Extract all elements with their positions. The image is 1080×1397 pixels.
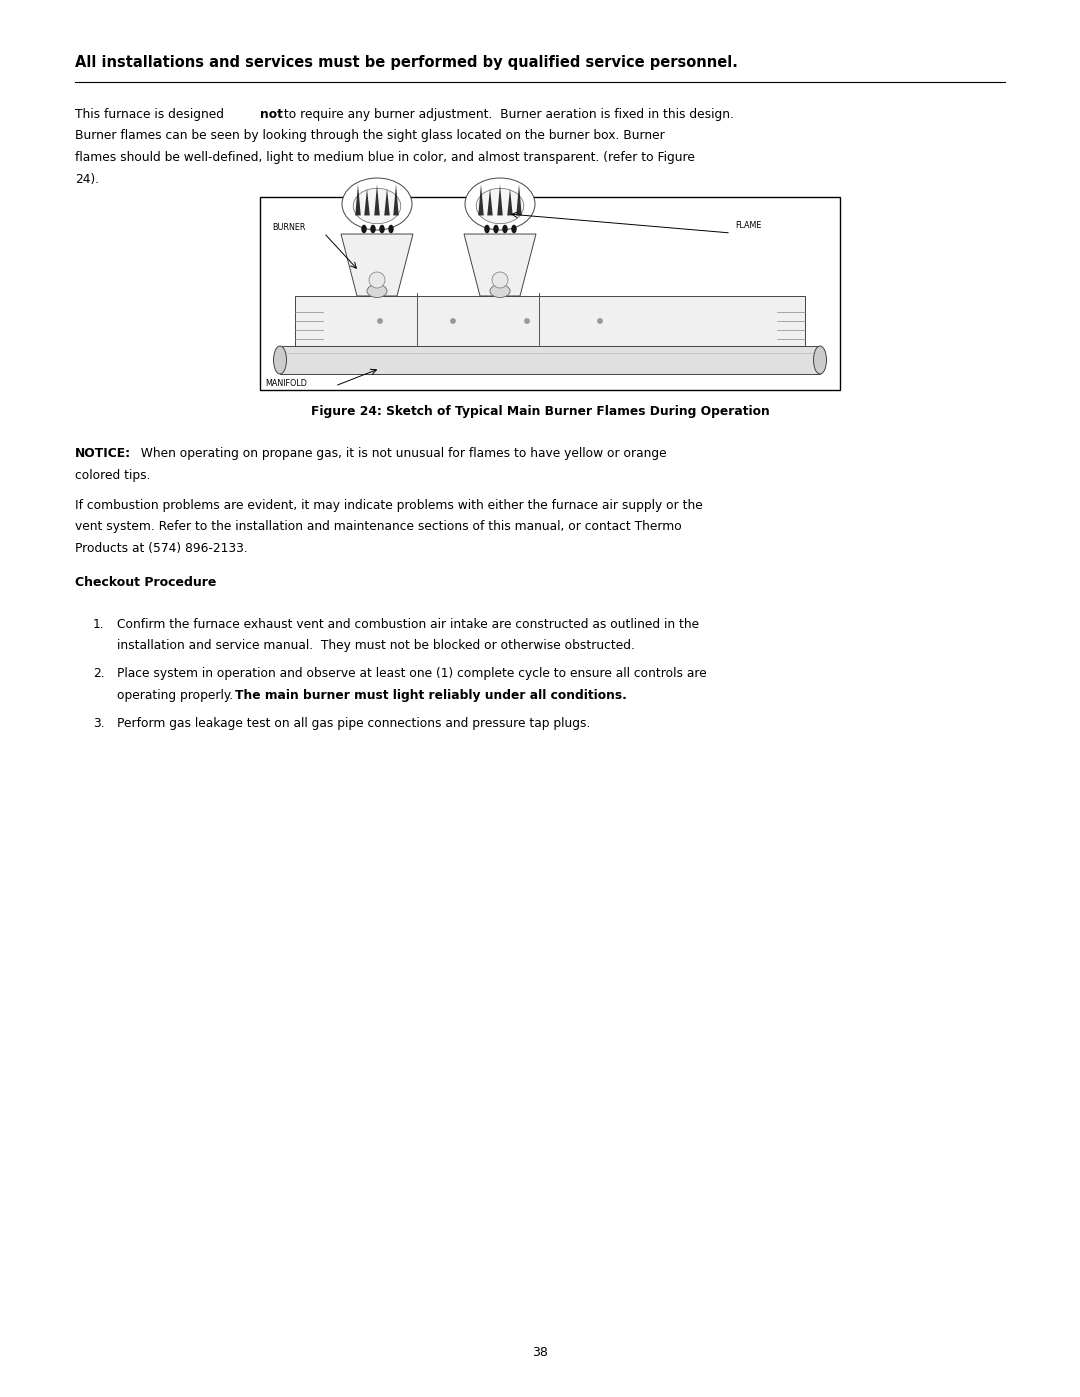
Circle shape [525, 319, 529, 323]
Text: This furnace is designed: This furnace is designed [75, 108, 228, 122]
Text: flames should be well-defined, light to medium blue in color, and almost transpa: flames should be well-defined, light to … [75, 151, 694, 163]
Ellipse shape [465, 177, 535, 231]
Circle shape [378, 319, 382, 323]
Text: Confirm the furnace exhaust vent and combustion air intake are constructed as ou: Confirm the furnace exhaust vent and com… [117, 617, 699, 631]
Bar [295, 296, 805, 346]
Text: If combustion problems are evident, it may indicate problems with either the fur: If combustion problems are evident, it m… [75, 499, 703, 511]
Polygon shape [478, 184, 484, 215]
Text: Figure 24: Sketch of Typical Main Burner Flames During Operation: Figure 24: Sketch of Typical Main Burner… [311, 405, 769, 418]
Ellipse shape [369, 272, 384, 288]
Polygon shape [487, 189, 492, 215]
Ellipse shape [353, 189, 401, 224]
Text: The main burner must light reliably under all conditions.: The main burner must light reliably unde… [235, 689, 626, 701]
Text: vent system. Refer to the installation and maintenance sections of this manual, : vent system. Refer to the installation a… [75, 520, 681, 534]
Text: to require any burner adjustment.  Burner aeration is fixed in this design.: to require any burner adjustment. Burner… [280, 108, 733, 122]
Ellipse shape [361, 225, 367, 233]
Polygon shape [393, 184, 399, 215]
Polygon shape [355, 184, 361, 215]
Text: Products at (574) 896-2133.: Products at (574) 896-2133. [75, 542, 247, 555]
Polygon shape [464, 235, 536, 296]
Circle shape [450, 319, 455, 323]
Ellipse shape [502, 225, 508, 233]
Ellipse shape [492, 272, 508, 288]
Ellipse shape [342, 177, 411, 231]
Polygon shape [384, 189, 390, 215]
Ellipse shape [484, 225, 489, 233]
Ellipse shape [388, 225, 394, 233]
Ellipse shape [494, 225, 499, 233]
Polygon shape [516, 184, 522, 215]
Ellipse shape [273, 346, 286, 374]
Text: 38: 38 [532, 1345, 548, 1359]
Text: When operating on propane gas, it is not unusual for flames to have yellow or or: When operating on propane gas, it is not… [133, 447, 666, 460]
Polygon shape [341, 235, 413, 296]
Ellipse shape [370, 225, 376, 233]
Text: operating properly.: operating properly. [117, 689, 241, 701]
Text: not: not [260, 108, 283, 122]
Text: installation and service manual.  They must not be blocked or otherwise obstruct: installation and service manual. They mu… [117, 640, 635, 652]
Ellipse shape [367, 285, 387, 298]
Text: Perform gas leakage test on all gas pipe connections and pressure tap plugs.: Perform gas leakage test on all gas pipe… [117, 717, 591, 729]
Ellipse shape [490, 285, 510, 298]
Ellipse shape [379, 225, 384, 233]
Ellipse shape [813, 346, 826, 374]
Polygon shape [364, 189, 369, 215]
Polygon shape [497, 184, 503, 215]
Text: NOTICE:: NOTICE: [75, 447, 131, 460]
Polygon shape [375, 184, 380, 215]
Text: BURNER: BURNER [272, 222, 306, 232]
Text: Burner flames can be seen by looking through the sight glass located on the burn: Burner flames can be seen by looking thr… [75, 130, 665, 142]
Ellipse shape [511, 225, 516, 233]
Text: 1.: 1. [93, 617, 105, 631]
Text: 24).: 24). [75, 172, 99, 186]
Circle shape [598, 319, 603, 323]
Text: MANIFOLD: MANIFOLD [265, 379, 307, 388]
Text: Checkout Procedure: Checkout Procedure [75, 576, 216, 590]
Text: FLAME: FLAME [735, 221, 761, 229]
Text: 2.: 2. [93, 668, 105, 680]
Ellipse shape [476, 189, 524, 224]
Text: colored tips.: colored tips. [75, 468, 150, 482]
Bar [280, 346, 820, 374]
Bar [260, 197, 840, 390]
Text: All installations and services must be performed by qualified service personnel.: All installations and services must be p… [75, 54, 738, 70]
Text: Place system in operation and observe at least one (1) complete cycle to ensure : Place system in operation and observe at… [117, 668, 706, 680]
Text: 3.: 3. [93, 717, 105, 729]
Polygon shape [508, 189, 513, 215]
